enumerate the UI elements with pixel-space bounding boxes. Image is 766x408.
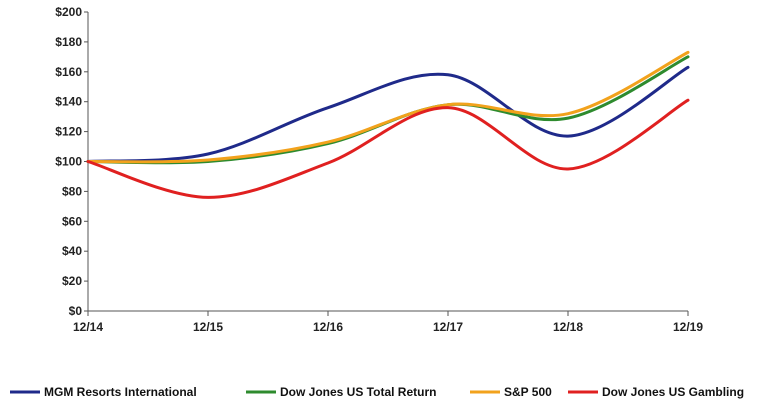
series-line-0 (86, 65, 690, 163)
x-tick-label: 12/16 (313, 320, 343, 334)
y-tick-label: $140 (55, 95, 82, 109)
y-tick-label: $120 (55, 125, 82, 139)
legend-label-1: Dow Jones US Total Return (280, 385, 436, 399)
y-tick-label: $160 (55, 65, 82, 79)
y-tick-label: $20 (62, 274, 82, 288)
series-line-3 (86, 98, 690, 199)
y-tick-label: $80 (62, 184, 82, 198)
x-tick-label: 12/14 (73, 320, 103, 334)
series-line-1 (86, 55, 690, 165)
x-tick-label: 12/18 (553, 320, 583, 334)
chart-axes: $0 $20 $40 $60 $80 $100 $120 $140 $160 $180 $200 12… (55, 5, 703, 334)
y-tick-label: $180 (55, 35, 82, 49)
chart-series-lines (86, 50, 690, 199)
y-tick-label: $60 (62, 214, 82, 228)
y-tick-label: $40 (62, 244, 82, 258)
legend-label-3: Dow Jones US Gambling (602, 385, 744, 399)
x-tick-label: 12/19 (673, 320, 703, 334)
series-line-2 (86, 50, 690, 164)
y-tick-label: $100 (55, 155, 82, 169)
x-tick-label: 12/15 (193, 320, 223, 334)
x-tick-label: 12/17 (433, 320, 463, 334)
y-tick-label: $200 (55, 5, 82, 19)
y-tick-label: $0 (69, 304, 83, 318)
legend-label-2: S&P 500 (504, 385, 552, 399)
legend-label-0: MGM Resorts International (44, 385, 197, 399)
chart-legend: MGM Resorts International Dow Jones US To… (10, 385, 744, 399)
